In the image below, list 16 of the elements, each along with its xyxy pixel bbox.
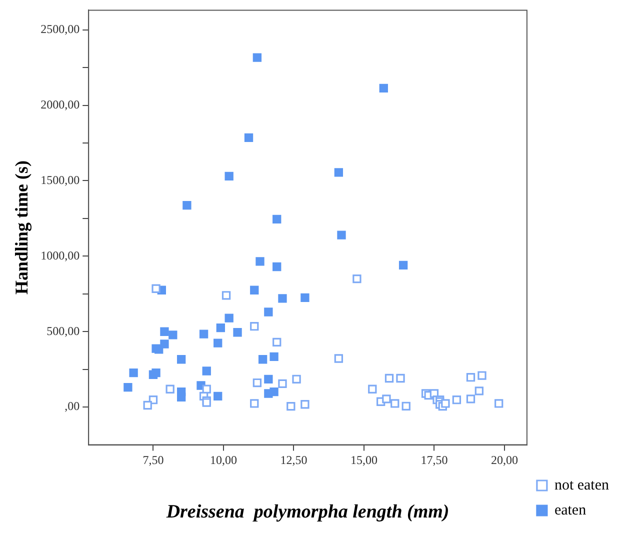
- x-tick-label: 17,50: [420, 453, 448, 468]
- x-tick-label: 15,00: [350, 453, 378, 468]
- legend-label: not eaten: [554, 477, 610, 494]
- x-tick-label: 12,50: [280, 453, 308, 468]
- y-tick-label: 500,00: [46, 324, 80, 338]
- y-tick-label: ,00: [64, 399, 80, 414]
- y-axis-title: Handling time (s): [11, 160, 32, 295]
- y-tick-label: 2500,00: [40, 22, 80, 36]
- legend-label: eaten: [554, 502, 587, 518]
- y-tick-label: 1000,00: [40, 248, 80, 262]
- x-tick-label: 20,00: [490, 453, 518, 468]
- x-tick-label: 7,50: [142, 453, 164, 468]
- x-tick-label: 10,00: [210, 453, 237, 468]
- y-tick-label: 1500,00: [40, 172, 80, 187]
- y-tick-label: 2000,00: [40, 97, 80, 112]
- x-axis-title: Dreissena polymorpha length (mm): [165, 502, 450, 523]
